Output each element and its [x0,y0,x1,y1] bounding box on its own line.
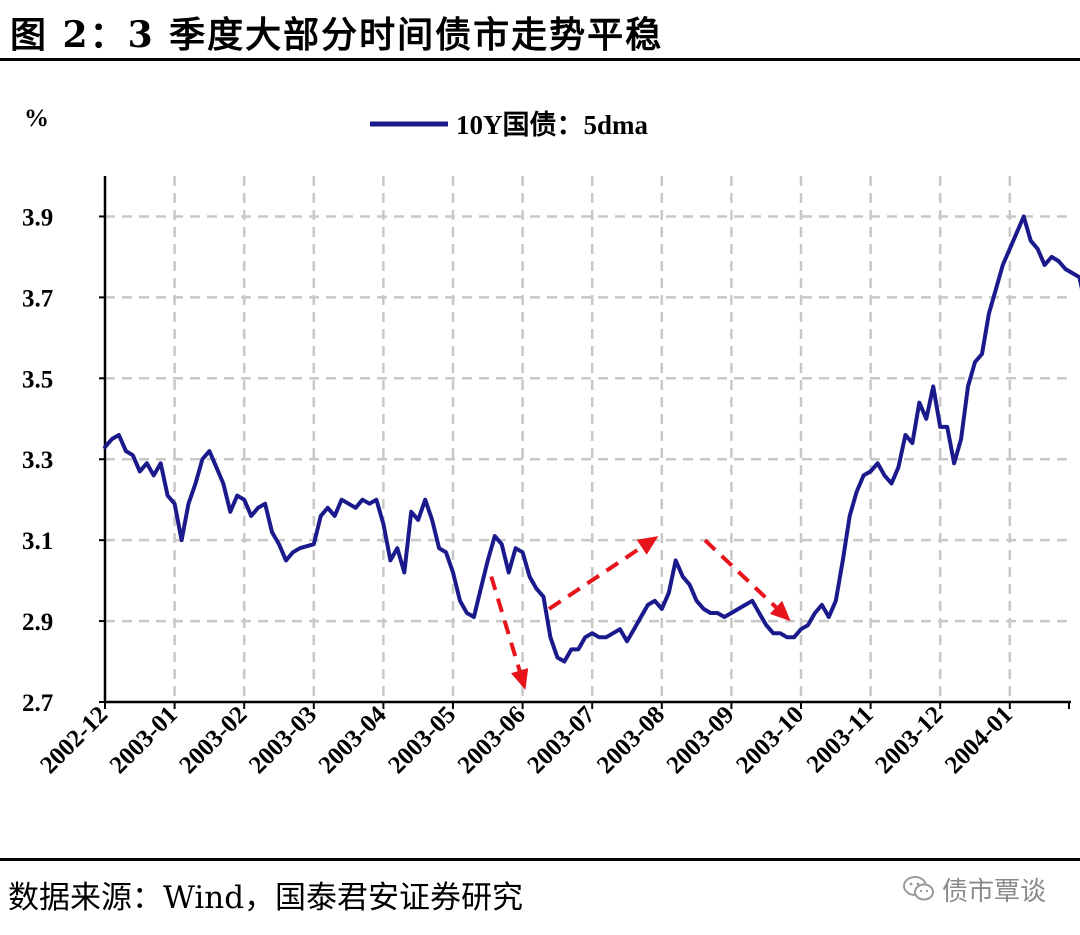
trend-arrow-line [547,545,643,611]
trend-arrow-head [769,600,791,622]
series-layer [103,214,1080,664]
trend-arrow-line [703,538,778,609]
legend: 10Y国债：5dma [370,110,649,140]
y-tick-label: 3.3 [22,447,53,474]
x-tick-label: 2003-11 [802,701,879,778]
y-tick-label: 2.7 [22,690,53,717]
x-tick-label: 2003-09 [662,701,740,779]
x-tick-label: 2003-12 [870,701,948,779]
x-tick-label: 2003-02 [174,701,252,779]
legend-label: 10Y国债：5dma [456,110,649,140]
x-tick-label: 2003-10 [731,701,809,779]
y-axis-unit: % [24,105,49,132]
x-tick-label: 2003-03 [244,701,322,779]
watermark-text: 债市覃谈 [941,876,1046,907]
watermark: 债市覃谈 [902,872,1046,907]
top-rule [0,58,1080,61]
trend-arrow-head [636,536,659,555]
x-tick-label: 2003-04 [314,701,392,779]
y-tick-label: 3.1 [22,528,53,555]
grid [105,176,1069,702]
x-tick-label: 2003-06 [453,701,531,779]
annotation-layer [489,536,791,690]
y-tick-label: 2.9 [22,609,53,636]
y-tick-label: 3.9 [22,204,53,231]
x-tick-label: 2003-01 [105,701,183,779]
wechat-icon [902,876,934,901]
line-chart: % 10Y国债：5dma 2.7 2.9 3.1 3.3 3.5 3.7 3.9 2002-… [22,105,1080,779]
source-note: 数据来源：Wind，国泰君安证券研究 [8,880,524,916]
trend-arrow-head [511,668,529,690]
x-axis-ticks: 2002-122003-012003-022003-032003-042003-… [35,701,1070,779]
x-tick-label: 2003-05 [383,701,461,779]
bottom-rule [0,858,1080,861]
y-tick-label: 3.7 [22,285,53,312]
trend-arrow-line [489,575,522,672]
x-tick-label: 2003-08 [592,701,670,779]
y-tick-label: 3.5 [22,366,53,393]
axes [103,176,1071,704]
x-tick-label: 2004-01 [940,701,1018,779]
y-axis-ticks: 2.7 2.9 3.1 3.3 3.5 3.7 3.9 [22,204,105,717]
series-line [103,214,1080,664]
x-tick-label: 2003-07 [522,701,600,779]
figure-title: 图 2：3 季度大部分时间债市走势平稳 [10,14,664,56]
